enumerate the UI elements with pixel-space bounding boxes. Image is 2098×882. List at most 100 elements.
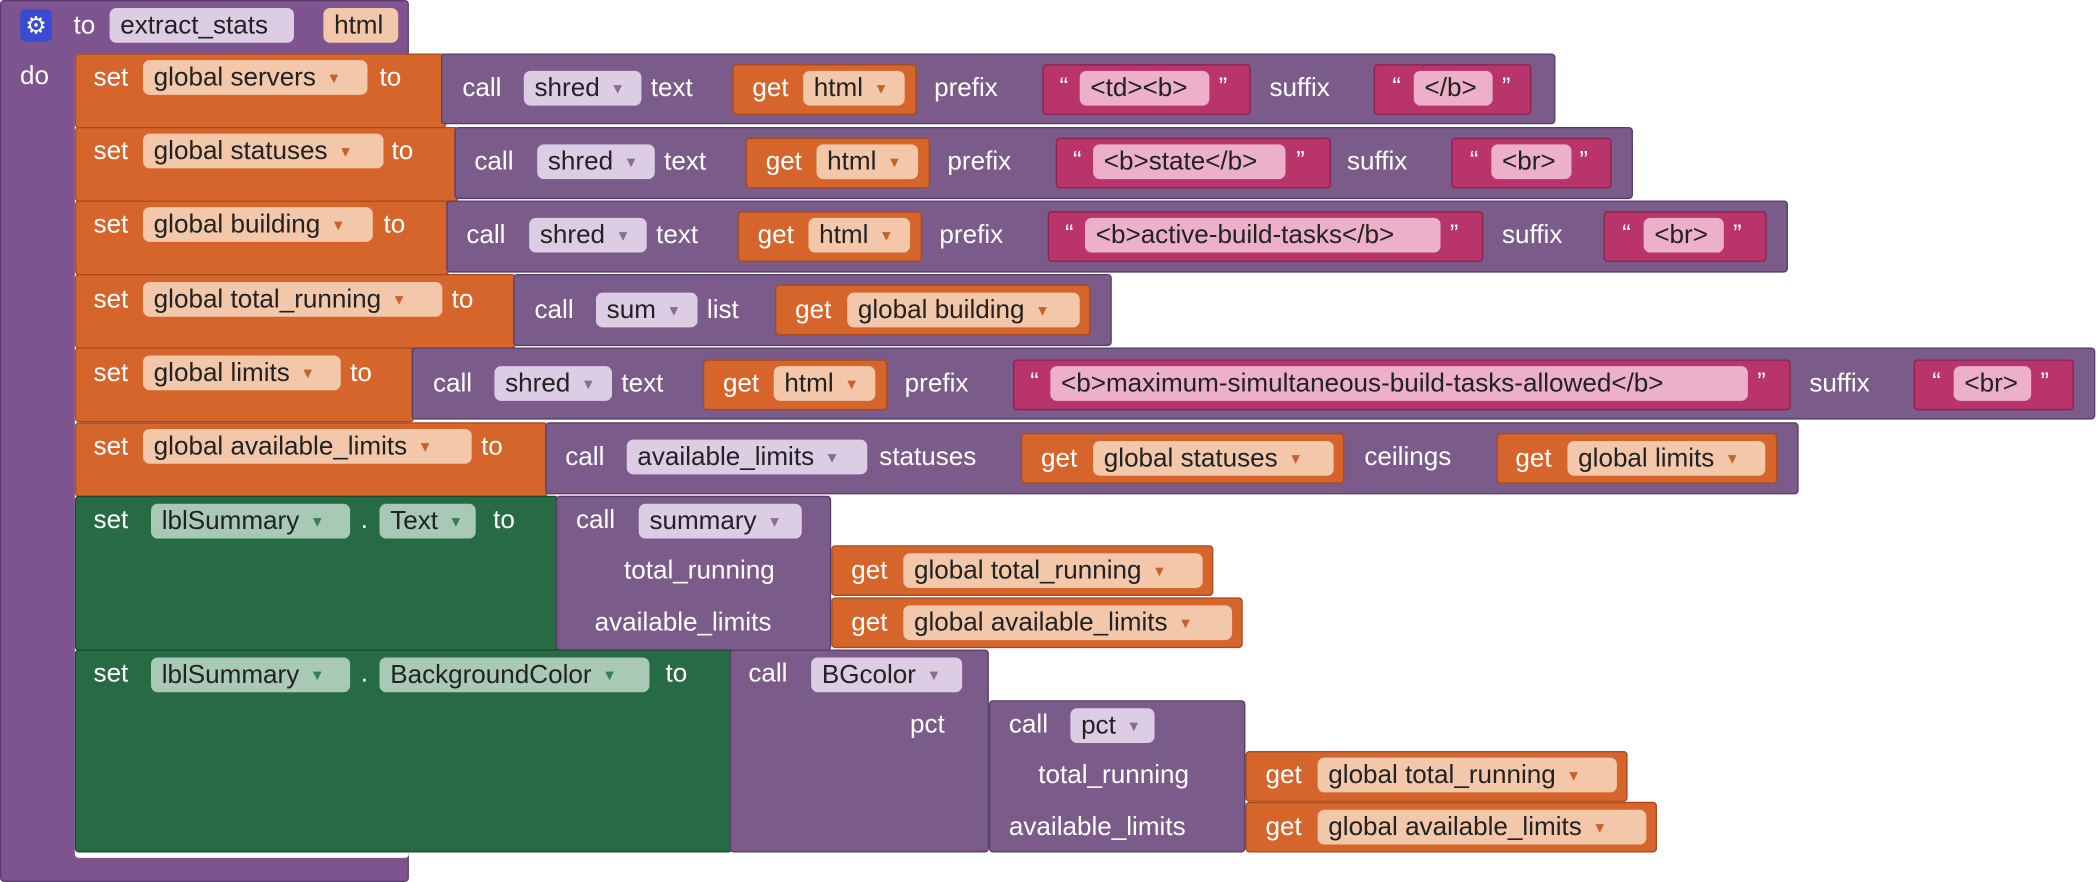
var-name: global servers	[153, 62, 316, 93]
dropdown-icon: ▼	[1566, 768, 1581, 785]
string-field[interactable]: </b>	[1413, 70, 1493, 106]
string-field[interactable]: <br>	[1953, 366, 2032, 401]
suffix-arg-label: suffix	[1269, 73, 1330, 103]
component-dropdown-lblsummary[interactable]: lblSummary ▼	[151, 503, 351, 539]
procedure-name: shred	[539, 220, 606, 250]
dropdown-icon: ▼	[1126, 718, 1142, 735]
to-label: to	[665, 658, 688, 689]
prefix-arg-label: prefix	[904, 368, 969, 399]
call-label: call	[575, 505, 616, 535]
procedure-dropdown-available-limits[interactable]: available_limits ▼	[626, 439, 868, 475]
set-label: set	[93, 62, 129, 93]
call-label: call	[462, 73, 502, 103]
var-dropdown-statuses[interactable]: global statuses ▼	[1093, 440, 1334, 476]
dropdown-icon: ▼	[1035, 303, 1050, 320]
procedure-dropdown-shred[interactable]: shred ▼	[494, 366, 613, 401]
suffix-arg-label: suffix	[1809, 368, 1870, 399]
procedure-dropdown-bgcolor[interactable]: BGcolor ▼	[811, 657, 963, 693]
var-dropdown-building[interactable]: global building ▼	[847, 292, 1080, 328]
to-label: to	[379, 62, 402, 93]
close-quote: ”	[1579, 146, 1588, 176]
dropdown-icon: ▼	[1288, 451, 1303, 468]
to-label: to	[451, 284, 474, 315]
var-name: global limits	[153, 358, 290, 388]
pct-arg-label: pct	[910, 709, 945, 739]
procedure-name: sum	[606, 295, 656, 325]
gear-icon[interactable]: ⚙	[20, 9, 53, 42]
component-dropdown-lblsummary[interactable]: lblSummary ▼	[151, 657, 351, 693]
to-label: to	[391, 136, 414, 166]
var-dropdown-html[interactable]: html ▼	[808, 217, 911, 253]
dropdown-icon: ▼	[879, 228, 894, 245]
var-dropdown-servers[interactable]: global servers ▼	[142, 60, 368, 95]
string-field[interactable]: <b>maximum-simultaneous-build-tasks-allo…	[1050, 366, 1748, 401]
var-dropdown-html[interactable]: html ▼	[816, 144, 919, 180]
dropdown-icon: ▼	[1152, 563, 1167, 580]
dropdown-icon: ▼	[602, 668, 617, 685]
string-field[interactable]: <td><b>	[1079, 70, 1210, 106]
string-field[interactable]: <b>state</b>	[1093, 144, 1286, 180]
var-dropdown-limits[interactable]: global limits ▼	[142, 355, 341, 391]
procedure-dropdown-pct[interactable]: pct ▼	[1070, 708, 1155, 743]
procedure-dropdown-summary[interactable]: summary ▼	[638, 503, 802, 539]
var-dropdown-statuses[interactable]: global statuses ▼	[142, 133, 384, 169]
parameter-html[interactable]: html	[323, 8, 399, 43]
call-label: call	[1008, 709, 1049, 739]
get-label: get	[757, 220, 794, 250]
var-name: html	[784, 368, 834, 399]
close-quote: ”	[1757, 368, 1766, 397]
text-arg-label: text	[650, 73, 693, 103]
var-dropdown-html[interactable]: html ▼	[803, 70, 905, 106]
string-field[interactable]: <br>	[1491, 144, 1572, 180]
var-dropdown-total-running[interactable]: global total_running ▼	[1317, 757, 1617, 793]
procedure-dropdown-shred[interactable]: shred ▼	[537, 144, 655, 180]
var-dropdown-total-running[interactable]: global total_running ▼	[903, 553, 1203, 588]
var-name: global available_limits	[153, 431, 408, 462]
open-quote: “	[1469, 146, 1479, 176]
var-dropdown-building[interactable]: global building ▼	[142, 207, 373, 242]
open-quote: “	[1932, 368, 1941, 397]
prefix-arg-label: prefix	[947, 146, 1012, 177]
procedure-dropdown-shred[interactable]: shred ▼	[529, 217, 647, 253]
procedure-dropdown-sum[interactable]: sum ▼	[595, 292, 698, 328]
var-dropdown-limits[interactable]: global limits ▼	[1567, 440, 1766, 476]
close-quote: ”	[1218, 73, 1228, 102]
var-dropdown-available-limits[interactable]: global available_limits ▼	[903, 605, 1233, 641]
component-name: lblSummary	[161, 660, 300, 690]
procedure-name-field[interactable]: extract_stats	[109, 8, 294, 43]
var-name: global total_running	[914, 555, 1142, 586]
set-label: set	[93, 136, 129, 166]
call-label: call	[474, 146, 514, 177]
dropdown-icon: ▼	[666, 303, 682, 320]
dropdown-icon: ▼	[824, 450, 840, 467]
get-label: get	[795, 295, 832, 325]
dropdown-icon: ▼	[623, 155, 639, 172]
get-label: get	[851, 555, 888, 586]
get-label: get	[722, 368, 760, 399]
text-arg-label: text	[621, 368, 664, 399]
string-field[interactable]: <b>active-build-tasks</b>	[1085, 217, 1441, 253]
property-dropdown-text[interactable]: Text ▼	[379, 503, 476, 539]
open-quote: “	[1622, 220, 1631, 249]
total-running-arg-label: total_running	[624, 555, 775, 586]
dropdown-icon: ▼	[873, 81, 889, 98]
close-quote: ”	[2040, 368, 2049, 397]
total-running-arg-label: total_running	[1038, 760, 1189, 790]
call-label: call	[748, 658, 788, 689]
ceilings-arg-label: ceilings	[1364, 442, 1452, 472]
var-name: global available_limits	[1328, 812, 1582, 842]
dropdown-icon: ▼	[391, 292, 407, 309]
call-label: call	[565, 442, 605, 472]
property-dropdown-backgroundcolor[interactable]: BackgroundColor ▼	[379, 657, 650, 693]
open-quote: “	[1392, 73, 1401, 102]
var-dropdown-available-limits[interactable]: global available_limits ▼	[142, 428, 472, 464]
var-dropdown-total-running[interactable]: global total_running ▼	[142, 281, 443, 317]
var-dropdown-html[interactable]: html ▼	[773, 366, 876, 401]
set-label: set	[93, 358, 129, 388]
string-field[interactable]: <br>	[1643, 217, 1724, 253]
var-name: global total_running	[1328, 760, 1556, 790]
procedure-dropdown-shred[interactable]: shred ▼	[523, 70, 642, 106]
var-dropdown-available-limits[interactable]: global available_limits ▼	[1317, 809, 1647, 845]
procedure-name: pct	[1081, 710, 1116, 741]
get-label: get	[1265, 812, 1302, 842]
